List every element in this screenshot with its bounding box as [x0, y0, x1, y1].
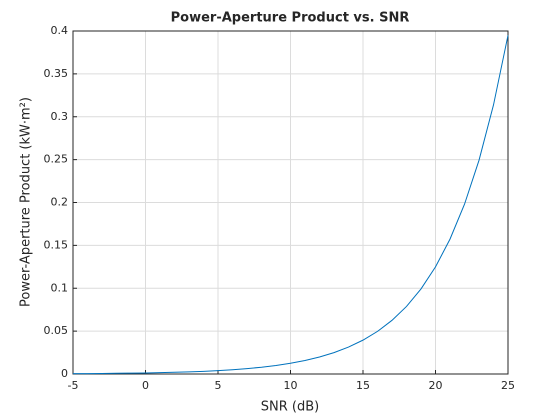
x-tick-label: 5: [215, 379, 222, 392]
axes-box: [72, 30, 509, 375]
data-line: [72, 35, 509, 375]
y-tick-label: 0.15: [44, 238, 69, 251]
y-tick-label: 0.4: [51, 24, 69, 37]
y-tick-label: 0.35: [44, 67, 69, 80]
x-tick-label: -5: [68, 379, 79, 392]
y-tick-label: 0.3: [51, 110, 69, 123]
y-axis-label: Power-Aperture Product (kW·m²): [19, 97, 34, 307]
x-tick-label: 20: [429, 379, 443, 392]
x-tick-label: 0: [142, 379, 149, 392]
chart-title: Power-Aperture Product vs. SNR: [171, 11, 410, 26]
x-tick-label: 10: [284, 379, 298, 392]
y-tick-label: 0.25: [44, 153, 69, 166]
x-tick-label: 25: [501, 379, 515, 392]
y-tick-label: 0: [61, 367, 68, 380]
y-tick-label: 0.2: [51, 196, 69, 209]
y-tick-label: 0.05: [44, 324, 69, 337]
y-tick-label: 0.1: [51, 281, 69, 294]
x-tick-label: 15: [356, 379, 370, 392]
x-axis-label: SNR (dB): [261, 400, 319, 415]
